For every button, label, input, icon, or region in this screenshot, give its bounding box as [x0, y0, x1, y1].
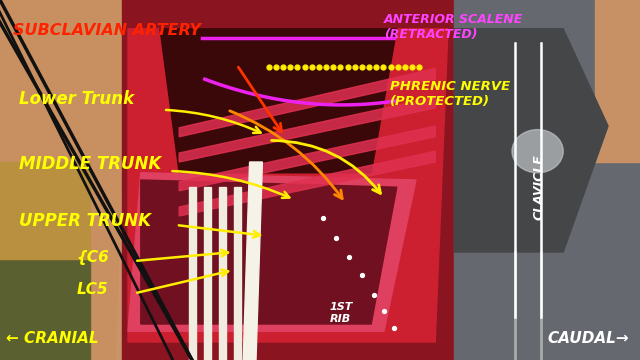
Polygon shape	[243, 162, 262, 360]
Text: CLAVICLE: CLAVICLE	[533, 154, 546, 220]
Text: SUBCLAVIAN ARTERY: SUBCLAVIAN ARTERY	[13, 23, 201, 38]
Polygon shape	[179, 68, 435, 137]
Polygon shape	[179, 151, 435, 216]
Text: Lower Trunk: Lower Trunk	[19, 90, 134, 108]
Text: LC5: LC5	[77, 282, 108, 297]
Polygon shape	[0, 0, 128, 360]
Text: UPPER TRUNK: UPPER TRUNK	[19, 212, 151, 230]
Text: CAUDAL→: CAUDAL→	[547, 330, 629, 346]
Polygon shape	[0, 162, 90, 259]
Polygon shape	[179, 126, 435, 191]
Polygon shape	[160, 29, 397, 173]
Polygon shape	[234, 187, 241, 360]
Text: {C6: {C6	[77, 249, 109, 265]
Text: MIDDLE TRUNK: MIDDLE TRUNK	[19, 155, 161, 173]
Polygon shape	[219, 187, 227, 360]
Polygon shape	[128, 29, 448, 342]
Ellipse shape	[512, 130, 563, 173]
Polygon shape	[141, 180, 397, 324]
Polygon shape	[128, 173, 416, 331]
Polygon shape	[454, 0, 640, 360]
Polygon shape	[0, 0, 461, 198]
Polygon shape	[189, 187, 196, 360]
Polygon shape	[595, 0, 640, 162]
Polygon shape	[454, 29, 608, 252]
Text: PHRENIC NERVE
(PROTECTED): PHRENIC NERVE (PROTECTED)	[390, 80, 511, 108]
Polygon shape	[204, 187, 211, 360]
Polygon shape	[122, 0, 461, 360]
Text: ← CRANIAL: ← CRANIAL	[6, 330, 99, 346]
Text: 1ST
RIB: 1ST RIB	[330, 302, 353, 324]
Polygon shape	[179, 97, 435, 162]
Text: ANTERIOR SCALENE
(RETRACTED): ANTERIOR SCALENE (RETRACTED)	[384, 13, 524, 41]
Polygon shape	[0, 259, 90, 360]
